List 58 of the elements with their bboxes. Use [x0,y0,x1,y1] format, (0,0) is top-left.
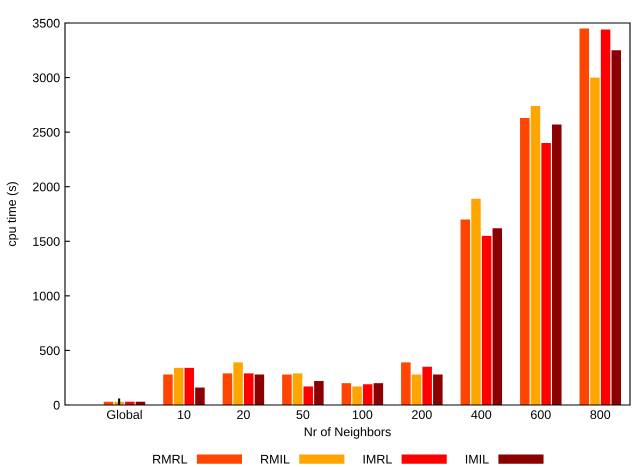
y-tick-label: 3000 [32,73,60,82]
bar [163,374,173,405]
bar [401,362,411,405]
bar [352,386,362,405]
x-tick-label: 10 [178,410,190,420]
bar [282,374,292,405]
x-tick-label: Global [107,410,142,420]
bar [174,368,184,405]
bar [362,384,372,405]
y-tick-label: 500 [40,346,60,356]
bar [104,402,114,405]
y-tick-label: 3500 [32,18,60,28]
bar [314,380,324,405]
bar [530,106,540,405]
bar [125,402,135,405]
y-tick-label: 0 [54,400,60,410]
bar [303,386,313,405]
bar [222,373,232,405]
x-tick-label: 20 [237,410,250,420]
bar [254,374,264,405]
legend-label: IMRL [364,454,392,464]
bar [374,383,384,405]
legend-label: IMIL [466,454,489,464]
bar [412,374,422,405]
x-tick-label: 400 [471,410,492,420]
y-tick-label: 2000 [32,182,60,192]
bar [184,368,194,405]
y-tick-label: 1500 [33,237,60,246]
bar [136,402,146,405]
legend-label: RMIL [261,454,290,464]
y-tick-label: 2500 [32,128,60,137]
bar [244,373,254,405]
bar [471,198,481,405]
bar [482,236,492,405]
x-axis-title: Nr of Neighbors [304,427,391,439]
bar [580,28,590,405]
x-tick-label: 600 [530,410,551,420]
bar [292,373,302,405]
bar [433,374,443,405]
bar [233,362,243,405]
bar [460,219,470,405]
x-tick-label: 800 [590,410,610,420]
y-tick-label: 1000 [33,292,60,301]
x-tick-label: 100 [352,410,372,420]
bar [422,366,432,405]
legend-label: RMRL [153,454,188,464]
bar [195,388,205,405]
bar [541,143,551,405]
bar [552,124,562,405]
y-axis-title: cpu time (s) [6,182,18,246]
x-tick-label: 50 [296,410,310,420]
bar [520,118,530,405]
bar [600,30,610,405]
bar [342,383,352,405]
bar [590,78,600,405]
x-tick-label: 200 [412,410,432,420]
bar [611,50,622,405]
bar [492,228,502,405]
